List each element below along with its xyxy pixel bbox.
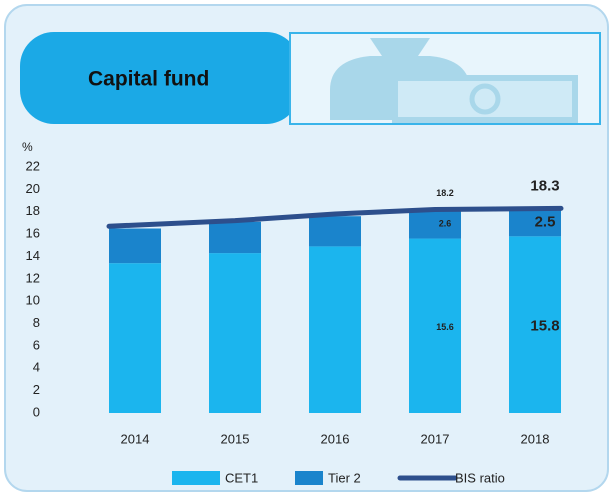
data-label: 18.2 xyxy=(436,188,454,198)
data-label: 15.6 xyxy=(436,322,454,332)
bar-segment xyxy=(309,246,361,413)
title-tab xyxy=(20,32,300,124)
y-tick-label: 22 xyxy=(26,158,40,173)
x-tick-label: 2015 xyxy=(221,431,250,446)
x-tick-label: 2014 xyxy=(121,431,150,446)
y-tick-label: 14 xyxy=(26,248,40,263)
data-label: 15.8 xyxy=(530,318,559,335)
y-tick-label: 2 xyxy=(33,382,40,397)
y-tick-label: 20 xyxy=(26,181,40,196)
legend-label: Tier 2 xyxy=(328,470,361,485)
y-tick-label: 12 xyxy=(26,270,40,285)
y-tick-label: 10 xyxy=(26,293,40,308)
legend-swatch xyxy=(295,471,323,485)
legend-label: BIS ratio xyxy=(455,470,505,485)
line xyxy=(106,205,564,229)
data-label: 2.6 xyxy=(439,218,452,228)
y-tick-label: 0 xyxy=(33,404,40,419)
y-axis-label: % xyxy=(22,140,33,154)
bar-segment xyxy=(109,228,161,264)
bar-segment xyxy=(509,208,561,237)
data-label: 2.5 xyxy=(535,213,556,230)
bar-segment xyxy=(409,209,461,239)
money-icon xyxy=(330,38,578,123)
legend-swatch xyxy=(172,471,220,485)
bar-segment xyxy=(309,216,361,247)
chart-title: Capital fund xyxy=(88,68,209,91)
bar-segment xyxy=(409,238,461,413)
data-label: 18.3 xyxy=(530,177,559,194)
x-tick-label: 2018 xyxy=(521,431,550,446)
y-tick-label: 8 xyxy=(33,315,40,330)
bar-segment xyxy=(209,253,261,413)
x-tick-label: 2017 xyxy=(421,431,450,446)
x-tick-label: 2016 xyxy=(321,431,350,446)
bar-segment xyxy=(209,221,261,254)
y-tick-label: 18 xyxy=(26,203,40,218)
legend-label: CET1 xyxy=(225,470,258,485)
y-tick-label: 16 xyxy=(26,226,40,241)
y-tick-label: 4 xyxy=(33,360,40,375)
bar-segment xyxy=(109,263,161,413)
y-tick-label: 6 xyxy=(33,337,40,352)
bar-segment xyxy=(509,236,561,413)
